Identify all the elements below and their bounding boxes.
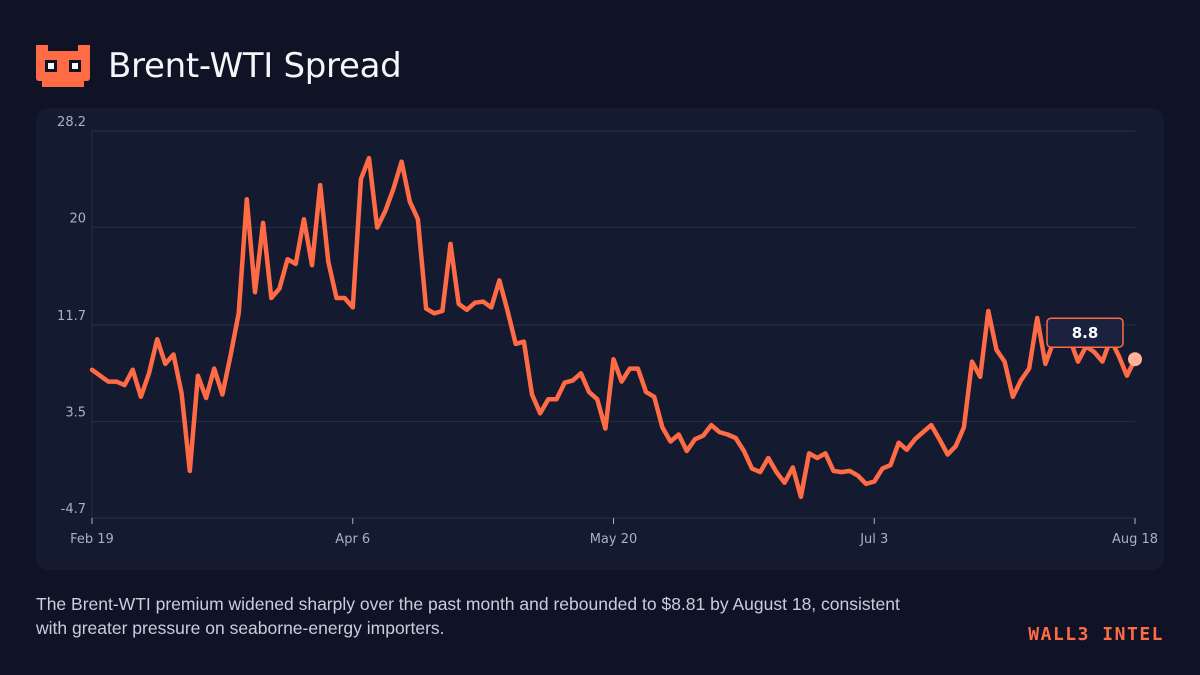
x-tick-label: Jul 3 [859, 532, 888, 547]
masked-face-logo-icon [36, 45, 90, 87]
y-tick-label: 28.2 [57, 115, 86, 130]
value-callout-box [1046, 317, 1124, 348]
end-point-marker [1128, 352, 1142, 367]
chart-panel: 28.2 20 11.7 3.5 -4.7 Feb 19 Apr 6 May 20 Jul 3 A… [36, 108, 1164, 570]
y-tick-label: -4.7 [61, 502, 86, 517]
series-line [89, 155, 1138, 500]
x-tick-label: May 20 [590, 532, 638, 547]
value-callout-label: 8.8 [1072, 324, 1099, 342]
chart-caption: The Brent-WTI premium widened sharply ov… [36, 594, 900, 638]
header: Brent-WTI Spread [36, 38, 402, 94]
x-tick-label: Aug 18 [1112, 532, 1158, 547]
x-tick-label: Apr 6 [335, 532, 370, 547]
y-tick-label: 11.7 [57, 309, 86, 324]
y-tick-label: 3.5 [65, 406, 86, 421]
line-chart: 28.2 20 11.7 3.5 -4.7 Feb 19 Apr 6 May 20 Jul 3 A… [57, 115, 1158, 547]
page-title: Brent-WTI Spread [108, 46, 402, 86]
x-tick-label: Feb 19 [70, 532, 114, 547]
brand-wordmark: WALL3 INTEL [1028, 624, 1164, 645]
y-tick-label: 20 [69, 211, 86, 226]
